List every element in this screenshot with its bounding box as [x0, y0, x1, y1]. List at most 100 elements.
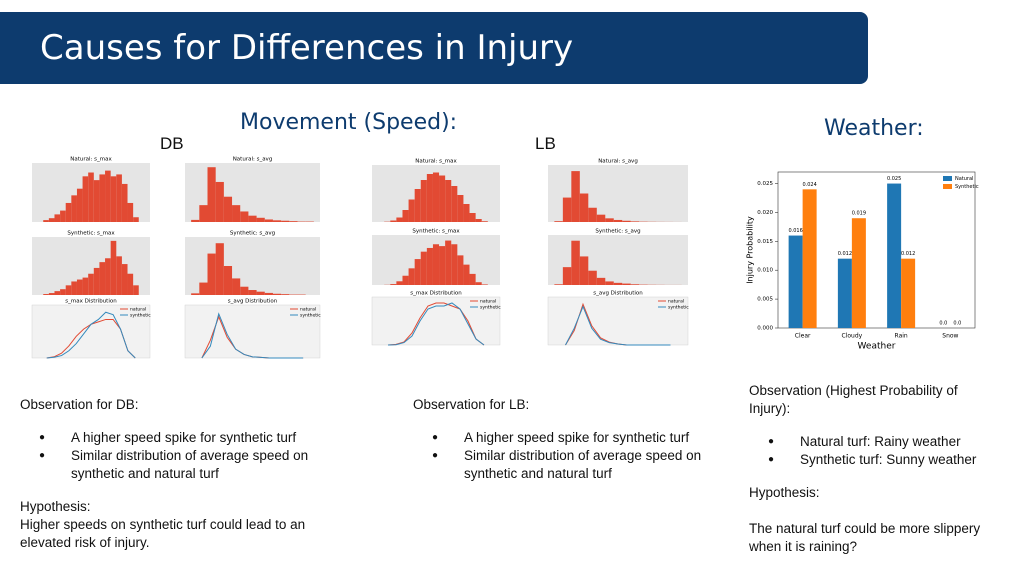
hist-bar [463, 204, 470, 222]
hist-bar [408, 199, 415, 222]
plot-background [184, 304, 321, 359]
hist-bar [605, 281, 614, 285]
hist-bar [554, 221, 563, 222]
plot-title: s_avg Distribution [228, 299, 278, 305]
x-tick-label: Cloudy [842, 333, 863, 340]
value-label: 0.012 [838, 251, 852, 257]
hist-bar [402, 210, 409, 222]
hist-bar [588, 270, 597, 285]
bullet: Similar distribution of average speed on… [39, 447, 340, 483]
plot-frame [777, 171, 976, 329]
hist-bar [630, 284, 640, 285]
hist-bar [54, 291, 61, 295]
bar [851, 218, 866, 328]
hist-bar [223, 196, 233, 222]
plot-title: s_max Distribution [410, 291, 462, 297]
hist-bar [571, 240, 580, 285]
hist-bar [439, 175, 446, 222]
hist-bar [232, 205, 241, 222]
y-tick-label: 0.005 [757, 297, 773, 303]
slide-title: Causes for Differences in Injury [40, 28, 574, 68]
hist-bar [82, 277, 89, 295]
hist-bar [562, 267, 572, 285]
db-observation: Observation for DB: A higher speed spike… [20, 396, 340, 552]
bullet: A higher speed spike for synthetic turf [432, 429, 733, 447]
hypothesis-heading: Hypothesis: [20, 499, 91, 514]
hist-bar [414, 259, 421, 285]
value-label: 0.024 [802, 182, 816, 188]
x-tick-label: Rain [895, 333, 908, 340]
bullets: Natural turf: Rainy weather Synthetic tu… [749, 433, 989, 469]
header-bar: Causes for Differences in Injury [0, 12, 868, 84]
hist-bar [60, 289, 66, 295]
y-tick-label: 0.015 [757, 239, 773, 245]
obs-heading: Observation for LB: [413, 397, 530, 412]
hist-bar [240, 286, 249, 295]
x-tick-label: Clear [795, 333, 811, 340]
hist-bar [605, 218, 614, 222]
value-label: 0.019 [852, 211, 866, 217]
hist-bar [289, 221, 298, 222]
hist-bar [88, 172, 94, 222]
bar [788, 235, 803, 328]
legend-label: synthetic [130, 313, 151, 319]
plot-title: Synthetic: s_max [67, 231, 115, 237]
hist-bar [420, 180, 427, 222]
y-tick-label: 0.000 [757, 326, 773, 332]
hist-bar [622, 220, 631, 222]
hist-bar [116, 256, 122, 295]
weather-heading: Weather: [824, 116, 924, 141]
hist-bar [65, 285, 72, 295]
hist-bar [127, 273, 134, 295]
hist-bar [232, 278, 241, 295]
hist-bar [60, 210, 66, 222]
lb-label: LB [535, 134, 556, 153]
hist-bar [402, 275, 409, 285]
hist-bar [82, 176, 89, 222]
obs-heading: Observation for DB: [20, 397, 139, 412]
legend-label: natural [668, 299, 684, 305]
hist-bar [48, 218, 55, 222]
legend-swatch [943, 184, 952, 189]
value-label: 0.016 [788, 228, 802, 234]
hist-bar [240, 211, 249, 222]
hist-bar [426, 174, 433, 222]
hist-bar [223, 266, 233, 295]
hist-bar [562, 197, 572, 222]
hist-bar [43, 294, 49, 295]
hist-bar [272, 220, 282, 222]
hist-bar [48, 293, 55, 295]
hist-bar [457, 255, 464, 285]
hist-bar [133, 217, 139, 222]
hist-bar [65, 202, 72, 222]
bar [802, 189, 817, 328]
bullets: A higher speed spike for synthetic turf … [20, 429, 340, 483]
legend-swatch [943, 176, 952, 181]
hist-bar [264, 292, 273, 295]
hist-bar [426, 247, 433, 285]
hist-bar [420, 251, 427, 285]
hist-bar [105, 170, 111, 222]
plot-title: Natural: s_avg [598, 159, 638, 165]
hist-bar [54, 214, 61, 222]
hist-bar [191, 219, 200, 222]
hist-bar [469, 273, 476, 285]
hist-bar [613, 282, 623, 285]
hist-bar [256, 217, 265, 222]
hist-bar [445, 180, 452, 222]
legend-label: Natural [955, 176, 973, 182]
hist-bar [215, 243, 224, 295]
legend-label: synthetic [480, 305, 501, 311]
hist-bar [215, 181, 224, 222]
hist-bar [579, 256, 589, 285]
hist-bar [43, 220, 49, 222]
hist-bar [281, 220, 290, 222]
hist-bar [463, 264, 470, 285]
hist-bar [622, 283, 631, 285]
y-tick-label: 0.010 [757, 268, 773, 274]
bullet: Similar distribution of average speed on… [432, 447, 733, 483]
plot-title: Synthetic: s_avg [595, 229, 640, 235]
legend-label: synthetic [668, 305, 689, 311]
hist-bar [630, 221, 640, 222]
